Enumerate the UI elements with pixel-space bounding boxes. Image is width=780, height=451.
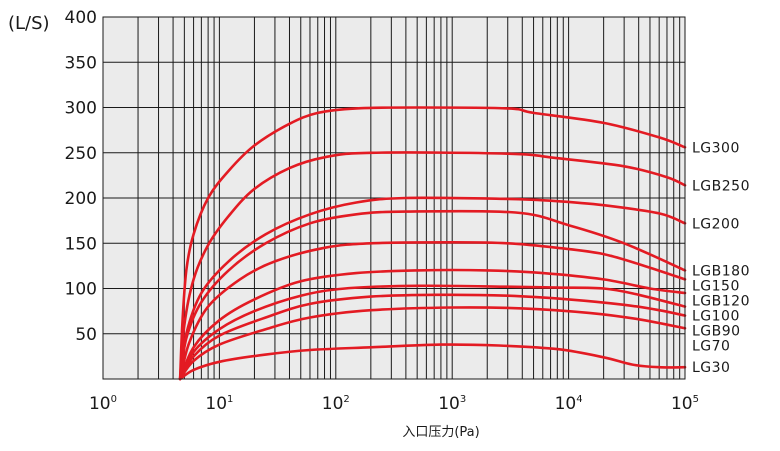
x-tick-label: 105: [671, 394, 699, 414]
series-labels: LG300LGB250LG200LGB180LG150LGB120LG100LG…: [692, 140, 750, 376]
y-tick-label: 150: [65, 234, 97, 254]
series-layer: [178, 106, 687, 381]
series-line-lgb90: [178, 293, 687, 381]
y-tick-label: 350: [65, 53, 97, 73]
y-tick-label: 250: [65, 144, 97, 164]
series-label-lgb120: LGB120: [692, 293, 750, 309]
series-line-lg300: [178, 106, 687, 381]
series-line-lg30: [178, 343, 687, 381]
y-tick-label: 200: [65, 189, 97, 209]
x-tick-label: 102: [322, 394, 350, 414]
series-label-lg30: LG30: [692, 360, 730, 376]
series-label-lg100: LG100: [692, 308, 740, 324]
series-label-lgb250: LGB250: [692, 178, 750, 194]
series-line-lg100: [178, 284, 687, 381]
y-tick-label: 300: [65, 99, 97, 119]
y-tick-label: 50: [75, 325, 97, 345]
x-tick-label: 103: [438, 394, 466, 414]
y-axis-ticks: 50 100 150 200 250 300 350 400: [65, 8, 97, 345]
y-tick-label: 100: [65, 280, 97, 300]
plot-frame: [102, 16, 686, 380]
series-label-lgb90: LGB90: [692, 323, 741, 339]
x-tick-label: 100: [89, 394, 117, 414]
series-label-lg300: LG300: [692, 140, 740, 156]
series-label-lg200: LG200: [692, 216, 740, 232]
series-line-lgb120: [178, 268, 687, 381]
series-line-lg200: [178, 196, 687, 381]
y-tick-label: 400: [65, 8, 97, 28]
series-label-lgb180: LGB180: [692, 263, 750, 279]
x-tick-label: 101: [205, 394, 233, 414]
series-line-lgb180: [178, 209, 687, 381]
series-label-lg70: LG70: [692, 338, 730, 354]
series-line-lgb250: [178, 151, 687, 381]
x-axis-ticks: 100 101 102 103 104 105: [89, 394, 699, 414]
x-axis-title: 入口压力(Pa): [402, 425, 479, 440]
series-line-lg150: [178, 241, 687, 381]
x-tick-label: 104: [555, 394, 583, 414]
series-line-lg70: [178, 306, 687, 381]
y-axis-unit: (L/S): [8, 13, 50, 34]
series-label-lg150: LG150: [692, 278, 740, 294]
